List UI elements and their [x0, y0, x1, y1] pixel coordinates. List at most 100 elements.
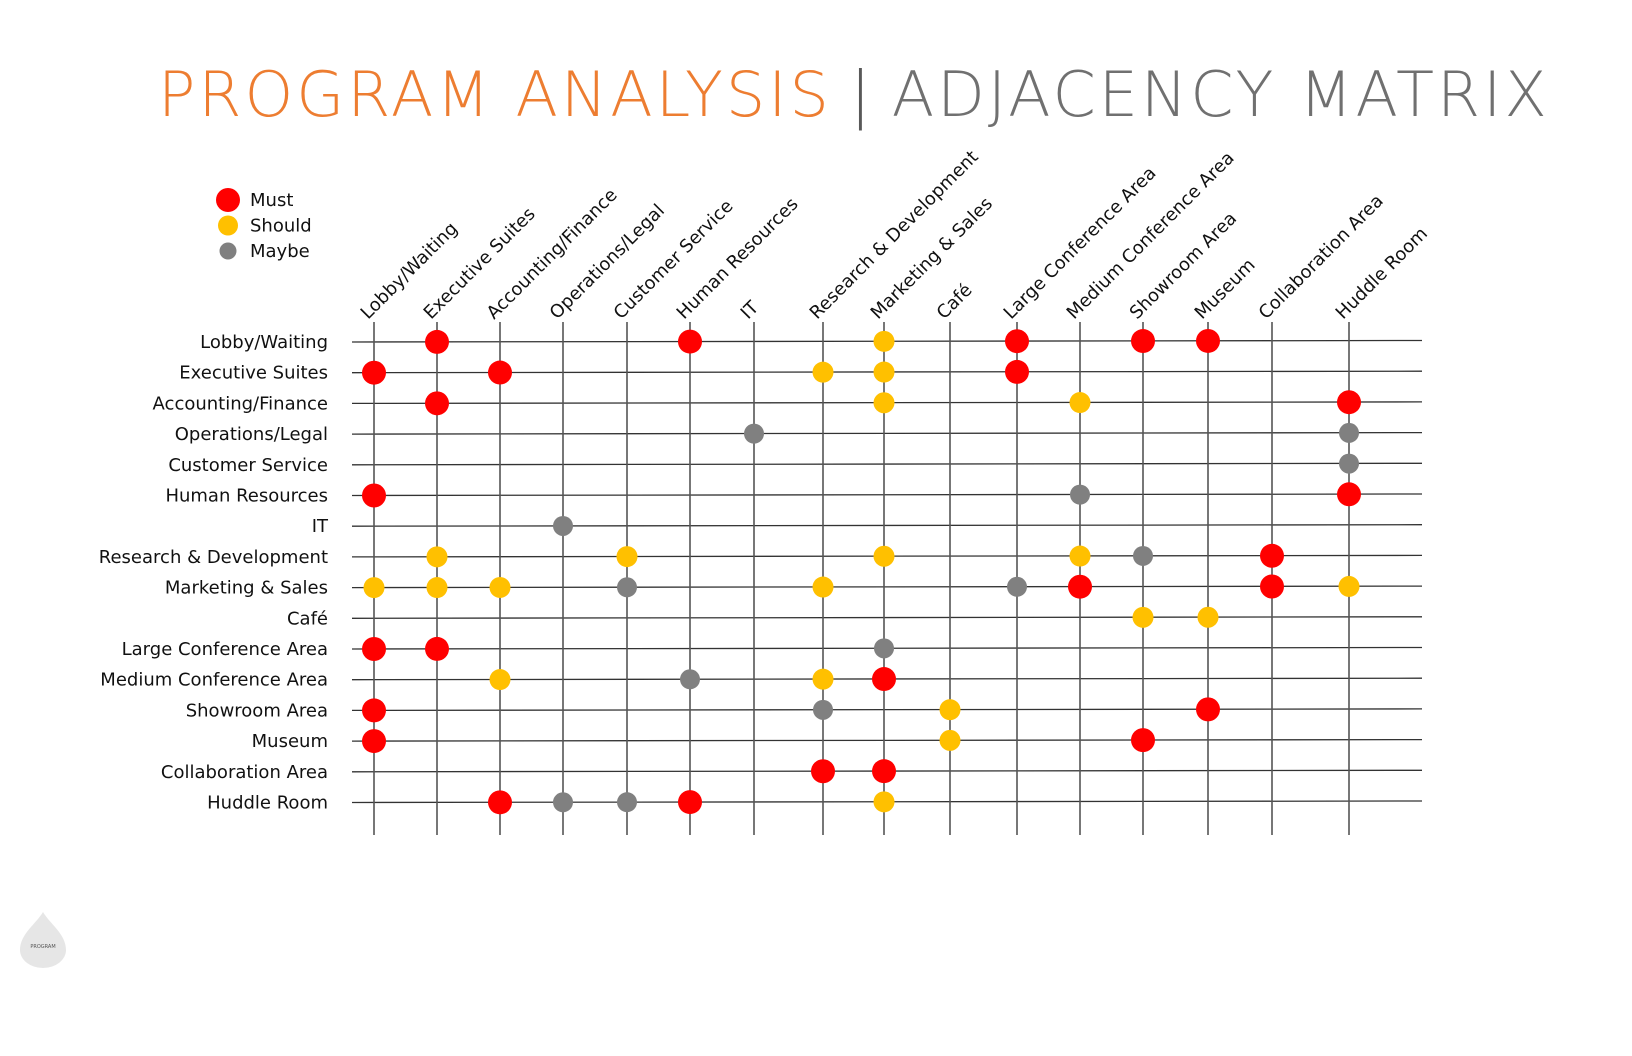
dot-must — [811, 759, 835, 784]
dot-must — [872, 667, 896, 692]
dot-maybe — [1070, 484, 1090, 505]
dot-must — [425, 391, 449, 416]
dot-should — [1338, 575, 1360, 597]
title-program-analysis: PROGRAM ANALYSIS — [158, 58, 832, 131]
dot-must — [1196, 697, 1220, 722]
dot-should — [489, 669, 511, 691]
column-label: Collaboration Area — [1255, 191, 1388, 324]
dot-should — [873, 330, 895, 352]
column-label: Human Resources — [673, 194, 803, 324]
dot-must — [1196, 328, 1220, 353]
dot-maybe — [553, 792, 573, 813]
dot-must — [362, 698, 386, 723]
row-line — [351, 431, 1423, 435]
dot-must — [1005, 329, 1029, 354]
column-label: Café — [933, 280, 977, 324]
dot-must — [425, 329, 449, 354]
dot-must — [488, 360, 512, 385]
dot-maybe — [553, 515, 573, 536]
legend-must-icon — [216, 188, 240, 212]
row-line — [351, 493, 1423, 497]
title-adjacency-matrix: ADJACENCY MATRIX — [891, 58, 1550, 131]
dot-must — [1337, 482, 1361, 507]
dot-maybe — [1339, 453, 1359, 474]
dot-should — [873, 361, 895, 383]
row-label: Operations/Legal — [175, 424, 328, 445]
dot-should — [812, 668, 834, 690]
dot-maybe — [1339, 422, 1359, 443]
row-label: Customer Service — [168, 455, 328, 476]
legend-should-label: Should — [250, 216, 312, 237]
dot-should — [1069, 392, 1091, 414]
dot-should — [1069, 545, 1091, 567]
row-label: Marketing & Sales — [165, 578, 328, 599]
dot-maybe — [680, 669, 700, 690]
dot-should — [873, 545, 895, 567]
row-label: Medium Conference Area — [100, 670, 328, 691]
row-line — [351, 708, 1423, 712]
row-label: Executive Suites — [179, 363, 328, 384]
dot-should — [1197, 606, 1219, 628]
dot-must — [362, 729, 386, 754]
dot-should — [939, 729, 961, 751]
row-label: Human Resources — [165, 486, 328, 507]
column-label: Customer Service — [610, 196, 738, 324]
dot-should — [363, 577, 385, 599]
dot-maybe — [744, 423, 764, 444]
dot-should — [426, 546, 448, 568]
dot-maybe — [1007, 576, 1027, 597]
row-label: Research & Development — [99, 547, 328, 568]
row-label: IT — [312, 516, 329, 537]
dot-should — [939, 699, 961, 721]
legend-must-label: Must — [250, 190, 293, 211]
dot-must — [362, 360, 386, 385]
dot-must — [1337, 390, 1361, 415]
row-label: Collaboration Area — [161, 762, 328, 783]
dot-should — [489, 576, 511, 598]
title-separator: | — [849, 58, 874, 131]
dot-maybe — [617, 792, 637, 813]
program-logo-icon: PROGRAM — [20, 912, 66, 968]
dot-must — [678, 790, 702, 815]
row-line — [351, 738, 1423, 742]
dot-should — [1132, 606, 1154, 628]
row-label: Huddle Room — [207, 793, 328, 814]
column-label: Operations/Legal — [546, 200, 669, 323]
dot-must — [362, 637, 386, 661]
column-label: Marketing & Sales — [867, 193, 997, 323]
dot-maybe — [874, 638, 894, 659]
column-label: Showroom Area — [1126, 208, 1241, 323]
column-label: Museum — [1191, 255, 1260, 324]
row-line — [351, 585, 1423, 589]
dot-should — [616, 546, 638, 568]
row-label: Museum — [252, 731, 328, 752]
dot-must — [1260, 543, 1284, 568]
dot-must — [1131, 728, 1155, 753]
dot-must — [488, 790, 512, 815]
dot-must — [425, 636, 449, 661]
column-label: IT — [737, 296, 764, 323]
row-label: Lobby/Waiting — [200, 332, 328, 353]
dot-must — [1005, 359, 1029, 384]
dot-must — [362, 483, 386, 508]
row-line — [351, 524, 1423, 527]
page-title: PROGRAM ANALYSIS | ADJACENCY MATRIX — [158, 58, 1550, 131]
legend-should-icon — [218, 215, 238, 236]
legend-maybe-icon — [219, 242, 237, 260]
dot-should — [426, 577, 448, 599]
dot-must — [872, 759, 896, 784]
dot-should — [812, 576, 834, 598]
dot-should — [812, 361, 834, 383]
column-label: Executive Suites — [420, 204, 540, 324]
dot-maybe — [1133, 545, 1153, 566]
dot-maybe — [813, 699, 833, 720]
dot-should — [873, 392, 895, 414]
dot-must — [678, 329, 702, 354]
svg-text:PROGRAM: PROGRAM — [30, 944, 55, 950]
dot-should — [873, 791, 895, 813]
row-label: Large Conference Area — [122, 639, 328, 660]
dot-must — [1260, 574, 1284, 599]
row-label: Showroom Area — [186, 700, 328, 721]
legend-maybe-label: Maybe — [250, 241, 310, 262]
